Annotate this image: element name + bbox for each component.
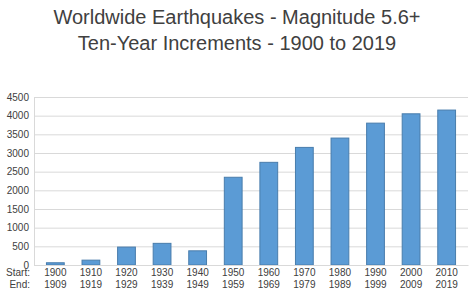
- x-tick-label: 20002009: [400, 267, 423, 290]
- row-labels: Start:End:: [6, 267, 30, 290]
- bar: [153, 243, 171, 265]
- x-tick-label: 19201929: [115, 267, 138, 290]
- x-tick-label: 19101919: [80, 267, 103, 290]
- x-tick-label: 19901999: [364, 267, 387, 290]
- y-axis: 050010001500200025003000350040004500: [7, 92, 468, 271]
- x-tick: 19001909: [44, 265, 67, 290]
- y-tick-label: 4000: [7, 110, 30, 121]
- bar: [224, 177, 242, 265]
- y-tick-label: 3000: [7, 148, 30, 159]
- x-tick-label: 19501959: [222, 267, 245, 290]
- y-tick: 3000: [7, 148, 468, 159]
- bar: [260, 162, 278, 265]
- plot: 0500100015002000250030003500400045001900…: [7, 92, 469, 290]
- x-tick-label: 19801989: [329, 267, 352, 290]
- x-tick-label: 19001909: [44, 267, 67, 290]
- y-tick-label: 4500: [7, 92, 30, 103]
- x-tick: 19601969: [258, 265, 281, 290]
- y-tick: 4000: [7, 110, 468, 121]
- bar: [189, 251, 207, 265]
- subtitle: Ten-Year Increments - 1900 to 2019: [78, 32, 396, 54]
- row-label: End:: [9, 279, 30, 290]
- bar: [438, 110, 456, 265]
- x-tick: 19201929: [115, 265, 138, 290]
- y-tick-label: 1500: [7, 204, 30, 215]
- chart: Worldwide Earthquakes - Magnitude 5.6+ Te…: [0, 0, 474, 303]
- x-tick: 19101919: [80, 265, 103, 290]
- bar: [295, 147, 313, 265]
- x-tick: 19801989: [329, 265, 352, 290]
- y-tick-label: 3500: [7, 129, 30, 140]
- y-tick: 2500: [7, 166, 468, 177]
- x-tick: 20002009: [400, 265, 423, 290]
- bar: [367, 123, 385, 265]
- bar: [82, 260, 100, 265]
- bars: [46, 110, 455, 265]
- bar: [402, 114, 420, 265]
- x-tick: 19501959: [222, 265, 245, 290]
- grid-line: [34, 265, 468, 266]
- x-tick: 19301939: [151, 265, 174, 290]
- x-tick-label: 19401949: [187, 267, 210, 290]
- y-tick-label: 1000: [7, 222, 30, 233]
- bar: [331, 138, 349, 265]
- x-tick-label: 20102019: [436, 267, 459, 290]
- x-tick-label: 19301939: [151, 267, 174, 290]
- x-axis-line: [35, 265, 469, 266]
- x-tick-label: 19601969: [258, 267, 281, 290]
- y-tick: 4500: [7, 92, 468, 103]
- x-tick: 19401949: [187, 265, 210, 290]
- x-tick-label: 19701979: [293, 267, 316, 290]
- bar: [118, 247, 136, 265]
- y-tick-label: 2000: [7, 185, 30, 196]
- grid-line: [34, 97, 468, 98]
- y-tick-label: 2500: [7, 166, 30, 177]
- x-tick: 19901999: [364, 265, 387, 290]
- x-tick: 20102019: [436, 265, 459, 290]
- bar: [46, 263, 64, 265]
- y-tick-label: 500: [12, 241, 29, 252]
- title: Worldwide Earthquakes - Magnitude 5.6+: [53, 6, 420, 28]
- x-axis: 19001909 19101919 19201929 19301939 19401949…: [35, 265, 469, 290]
- x-tick: 19701979: [293, 265, 316, 290]
- y-tick: 3500: [7, 129, 468, 140]
- row-label: Start:: [6, 267, 30, 278]
- y-axis-line: [35, 98, 469, 266]
